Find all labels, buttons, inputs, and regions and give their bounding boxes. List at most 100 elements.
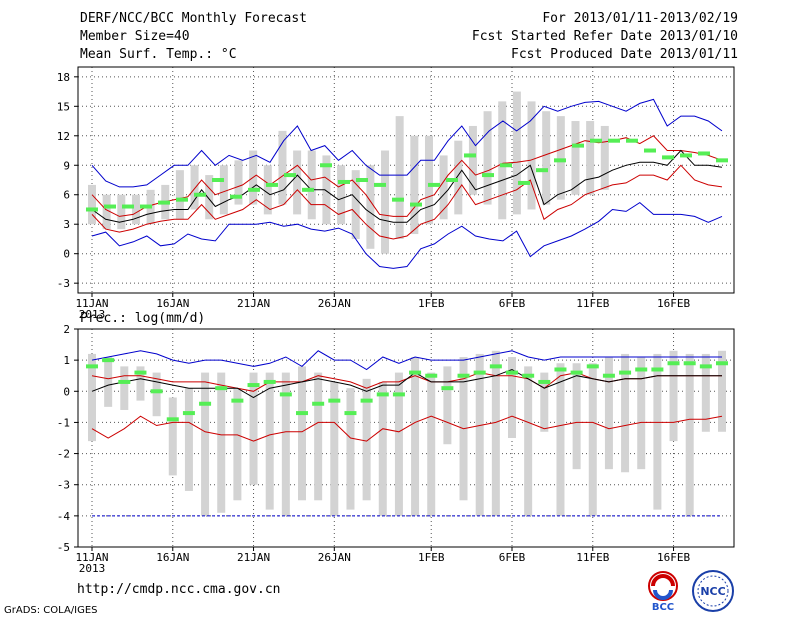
panel2-ensemble-box [588, 363, 597, 516]
panel2-ensemble-box [346, 388, 355, 510]
panel2-x-tick-label: 16FEB [657, 551, 690, 564]
panel1-ensemble-box [395, 116, 404, 239]
panel1-ensemble-mean-mark [356, 178, 368, 182]
panel1-ensemble-mean-mark [302, 187, 314, 192]
panel1-ensemble-box [175, 170, 184, 220]
panel2-ensemble-box [718, 350, 726, 432]
panel1-ensemble-mean-mark [374, 182, 386, 187]
panel2-ensemble-mean-mark [344, 411, 357, 416]
panel2-ensemble-mean-mark [683, 361, 696, 366]
panel2-ensemble-mean-mark [667, 361, 680, 366]
panel2-ensemble-box [556, 363, 565, 516]
panel2-ensemble-box [314, 372, 323, 501]
panel2-y-tick-label: 1 [63, 354, 70, 367]
panel1-ensemble-mean-mark [392, 197, 404, 202]
panel2-ensemble-box [653, 353, 662, 510]
panel1-ensemble-mean-mark [176, 197, 188, 202]
panel2-x-tick-label: 11FEB [576, 551, 609, 564]
source-url[interactable]: http://cmdp.ncc.cma.gov.cn [77, 582, 281, 597]
bcc-logo: BCC [648, 571, 678, 613]
panel2-ensemble-box [411, 357, 420, 516]
panel1-ensemble-box [527, 101, 536, 210]
panel2-y-tick-label: 0 [63, 385, 70, 398]
panel2-ensemble-box [378, 381, 387, 516]
panel2-ensemble-box [637, 357, 646, 470]
panel1-ensemble-box [454, 140, 463, 215]
fcst-produced-date: Fcst Produced Date 2013/01/11 [511, 47, 738, 62]
panel2-ensemble-mean-mark [554, 367, 567, 372]
panel1-ensemble-box [351, 170, 360, 239]
panel2-ensemble-mean-mark [538, 379, 551, 384]
panel1-y-tick-label: 12 [57, 130, 70, 143]
panel2-ensemble-mean-mark [231, 398, 244, 403]
panel1-ensemble-box [293, 150, 302, 215]
panel1-lower-line [91, 164, 723, 240]
panel2-y-tick-label: 2 [63, 323, 70, 336]
panel1-y-tick-label: -3 [57, 277, 70, 290]
panel1-x-tick-label: 1FEB [418, 297, 445, 310]
panel2-ensemble-box [524, 366, 533, 516]
panel2-ensemble-box [475, 353, 484, 516]
panel1-ensemble-mean-mark [608, 138, 620, 143]
panel1-ensemble-mean-mark [266, 182, 278, 187]
panel1-ensemble-mean-mark [338, 179, 350, 184]
panel2-x-tick-label: 26JAN [318, 551, 351, 564]
panel1-x-tick-label: 26JAN [318, 297, 351, 310]
panel1-ensemble-mean-mark [644, 148, 656, 153]
panel2-ensemble-mean-mark [635, 367, 648, 372]
panel2-ensemble-mean-mark [263, 379, 276, 384]
panel1-ensemble-mean-mark [212, 178, 224, 182]
bcc-logo-text: BCC [652, 602, 674, 613]
panel2-ensemble-mean-mark [699, 364, 712, 369]
panel1-ensemble-box [337, 165, 346, 225]
panel2-ensemble-box [281, 372, 290, 516]
ncc-logo-text: NCC [700, 585, 725, 598]
panel2-ensemble-box [136, 366, 145, 401]
panel1-median-line [91, 149, 723, 223]
panel2-y-tick-label: -2 [57, 448, 70, 461]
panel1-ensemble-box [307, 150, 316, 220]
panel2-y-tick-label: -1 [57, 416, 70, 429]
panel2-median-line [91, 368, 722, 399]
variable-label: Mean Surf. Temp.: °C [80, 47, 237, 62]
forecast-period: For 2013/01/11-2013/02/19 [542, 11, 738, 26]
panel2-ensemble-box [701, 353, 710, 432]
panel1-x-tick-label: 16FEB [657, 297, 690, 310]
panel1-ensemble-box [468, 125, 477, 195]
panel2-ensemble-box [491, 350, 500, 516]
panel1-y-tick-label: 9 [63, 159, 70, 172]
panel2-ensemble-mean-mark [586, 364, 599, 369]
panel1-ensemble-box [102, 194, 111, 230]
panel1-ensemble-mean-mark [230, 194, 242, 199]
panel1-ensemble-mean-mark [140, 204, 152, 209]
panel1-ensemble-mean-mark [464, 153, 476, 158]
panel2-x-tick-label: 6FEB [499, 551, 526, 564]
panel1-ensemble-mean-mark [482, 173, 494, 178]
panel2-x-tick-label: 11JAN [75, 551, 108, 564]
panel2-y-tick-label: -3 [57, 479, 70, 492]
panel1-ensemble-mean-mark [158, 200, 170, 205]
panel2-title: Prec.: log(mm/d) [80, 311, 205, 326]
panel2-ensemble-box [184, 388, 193, 491]
panel1-ensemble-box [439, 155, 448, 220]
panel1-ensemble-box [542, 111, 551, 205]
panel1-ensemble-box [263, 165, 272, 215]
panel1-ensemble-mean-mark [698, 151, 710, 156]
panel2-ensemble-mean-mark [506, 370, 518, 375]
panel1-x-tick-label: 11FEB [576, 297, 609, 310]
panel2-ensemble-mean-mark [215, 386, 228, 391]
panel1-ensemble-box [278, 130, 287, 205]
panel2-ensemble-mean-mark [247, 383, 260, 388]
member-size: Member Size=40 [80, 29, 190, 44]
panel2-ensemble-mean-mark [86, 364, 98, 369]
panel2-ensemble-box [572, 363, 581, 470]
panel1-x-tick-label: 21JAN [237, 297, 270, 310]
panel2-ensemble-box [249, 372, 258, 485]
panel1-x-tick-label: 16JAN [156, 297, 189, 310]
panel2-ensemble-mean-mark [118, 379, 131, 384]
panel2-x-tick-label: 21JAN [237, 551, 270, 564]
panel2-ensemble-box [298, 366, 306, 501]
panel2-ensemble-mean-mark [619, 370, 632, 375]
panel1-ensemble-box [205, 175, 214, 220]
panel2-ensemble-mean-mark [457, 373, 470, 378]
